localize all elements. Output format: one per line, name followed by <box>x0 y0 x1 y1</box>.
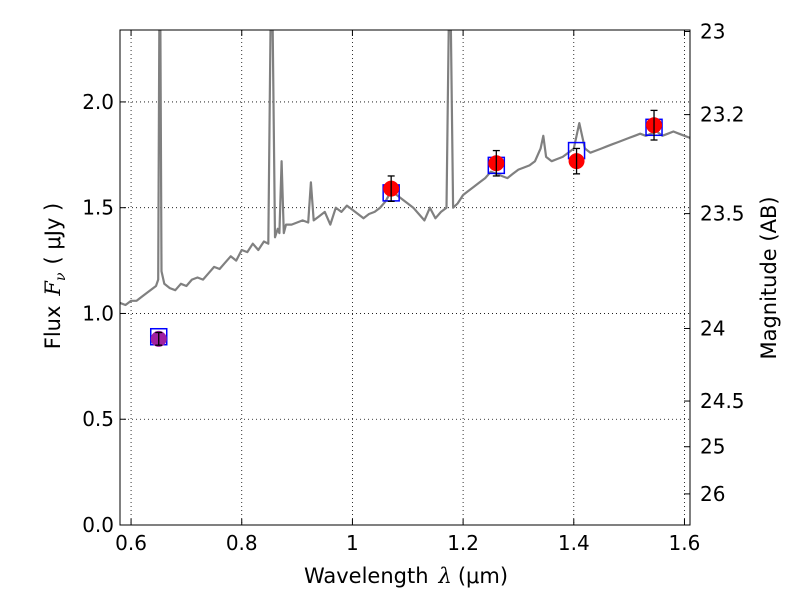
y-tick-label: 2.0 <box>82 90 114 114</box>
y2-tick-label: 23 <box>700 19 725 43</box>
x-tick-label: 1.2 <box>447 531 479 555</box>
tick-layer: 0.6 0.8 1 1.2 1.4 1.6 0.0 0.5 1.0 1.5 2.0 23 23.2 23.… <box>82 19 744 555</box>
y2-tick-label: 23.5 <box>700 202 745 226</box>
x-tick-label: 0.8 <box>226 531 258 555</box>
y2-tick-label: 24 <box>700 316 725 340</box>
y2-tick-label: 23.2 <box>700 103 745 127</box>
marker-layer <box>149 109 663 347</box>
y-tick-label: 1.5 <box>82 196 114 220</box>
plot-frame <box>119 29 691 526</box>
y2-tick-label: 24.5 <box>700 389 745 413</box>
y2-tick-label: 26 <box>700 482 725 506</box>
y-tick-label: 0.5 <box>82 407 114 431</box>
y-tick-label: 0.0 <box>82 513 114 537</box>
x-axis-label: Wavelength λ (μm) <box>304 564 508 588</box>
x-tick-label: 1 <box>346 531 359 555</box>
y2-tick-label: 25 <box>700 435 725 459</box>
x-tick-label: 1.4 <box>558 531 590 555</box>
x-tick-label: 1.6 <box>669 531 701 555</box>
y-axis-label: FluxFν( μJy ) <box>41 203 69 349</box>
spectrum-line <box>120 30 690 307</box>
y2-axis-label: Magnitude (AB) <box>757 196 781 359</box>
x-tick-label: 0.6 <box>115 531 147 555</box>
spectrum-layer <box>120 30 690 307</box>
y-tick-label: 1.0 <box>82 301 114 325</box>
